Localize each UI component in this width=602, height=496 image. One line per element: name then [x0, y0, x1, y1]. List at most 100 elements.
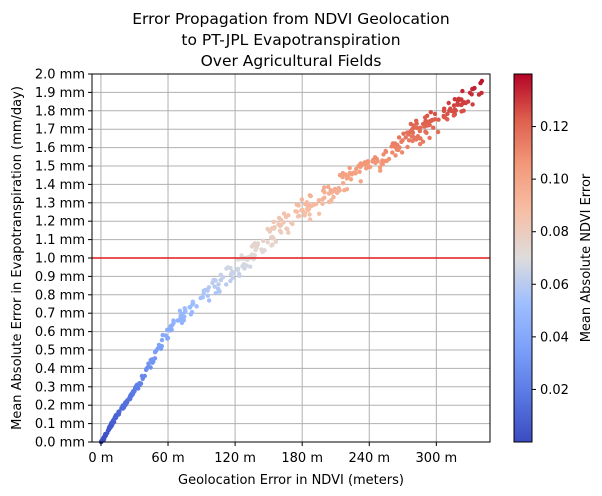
data-point: [271, 219, 276, 225]
data-point: [166, 328, 172, 333]
data-point: [217, 289, 222, 294]
data-point: [265, 240, 270, 245]
data-point: [168, 323, 173, 329]
data-point: [322, 190, 327, 195]
data-point: [146, 361, 151, 366]
data-point: [348, 177, 354, 182]
x-tick-label: 0 m: [88, 451, 113, 466]
data-point: [159, 343, 164, 349]
data-point: [248, 264, 253, 269]
data-point: [178, 313, 183, 318]
data-point: [230, 275, 235, 280]
data-point: [458, 102, 464, 108]
data-point: [451, 103, 457, 108]
chart-title-line-2: to PT-JPL Evapotranspiration: [181, 31, 400, 49]
y-tick-label: 2.0 mm: [35, 68, 85, 83]
data-point: [381, 152, 386, 157]
data-point: [420, 139, 426, 144]
data-point: [182, 306, 187, 311]
data-point: [239, 253, 244, 258]
data-point: [159, 337, 165, 343]
data-point: [205, 293, 210, 298]
data-point: [302, 213, 307, 218]
y-tick-label: 0.0 mm: [35, 436, 85, 451]
data-point: [290, 221, 295, 227]
data-point: [265, 226, 270, 232]
data-point: [399, 150, 405, 155]
data-point: [177, 317, 182, 323]
data-point: [322, 185, 327, 190]
data-point: [284, 226, 289, 231]
data-point: [410, 138, 415, 144]
colorbar-tick-label: 0.12: [540, 120, 569, 135]
data-point: [436, 117, 441, 122]
data-point: [422, 115, 428, 120]
data-point: [441, 113, 446, 119]
data-point: [441, 108, 447, 114]
data-point: [316, 211, 322, 216]
data-point: [218, 277, 223, 283]
data-point: [408, 129, 413, 134]
data-point: [296, 203, 301, 208]
data-point: [102, 434, 107, 440]
y-tick-label: 1.8 mm: [35, 104, 85, 119]
chart-title-line-3: Over Agricultural Fields: [201, 52, 382, 70]
data-point: [390, 150, 395, 155]
data-point: [428, 110, 433, 115]
x-tick-label: 120 m: [214, 451, 256, 466]
data-point: [347, 165, 352, 171]
data-point: [213, 290, 218, 296]
data-point: [460, 88, 465, 94]
x-axis-ticks: 0 m 60 m 120 m 180 m 240 m 300 m: [88, 442, 457, 466]
data-point: [445, 111, 450, 117]
data-point: [200, 295, 205, 300]
data-point: [270, 242, 275, 247]
data-point: [277, 228, 283, 233]
colorbar-tick-label: 0.10: [540, 173, 569, 188]
data-point: [261, 238, 266, 243]
data-point: [357, 169, 362, 174]
data-point: [245, 257, 250, 263]
data-point: [281, 211, 287, 216]
data-point: [431, 125, 436, 130]
y-tick-label: 0.7 mm: [35, 307, 85, 322]
data-point: [354, 166, 359, 172]
data-point: [396, 147, 401, 153]
data-point: [120, 404, 125, 409]
colorbar-tick-label: 0.04: [540, 330, 569, 345]
data-point: [155, 346, 160, 351]
data-point: [331, 194, 336, 200]
data-point: [114, 415, 119, 420]
data-point: [373, 160, 378, 166]
data-points: [98, 78, 485, 445]
data-point: [295, 214, 301, 219]
data-point: [165, 335, 171, 341]
x-tick-label: 60 m: [151, 451, 184, 466]
data-point: [286, 230, 291, 235]
data-point: [453, 108, 458, 113]
y-tick-label: 0.9 mm: [35, 270, 85, 285]
data-point: [300, 207, 305, 213]
data-point: [187, 305, 193, 310]
data-point: [380, 158, 385, 163]
data-point: [344, 175, 350, 180]
data-point: [358, 179, 363, 184]
data-point: [393, 153, 398, 158]
data-point: [326, 199, 332, 205]
data-point: [401, 131, 406, 136]
data-point: [470, 102, 475, 107]
colorbar-tick-label: 0.06: [540, 278, 569, 293]
data-point: [322, 195, 327, 200]
data-point: [152, 350, 158, 355]
data-point: [307, 212, 312, 217]
data-point: [403, 135, 408, 140]
data-point: [259, 247, 264, 252]
data-point: [314, 201, 319, 207]
y-tick-label: 0.5 mm: [35, 344, 85, 359]
data-point: [213, 278, 218, 283]
colorbar-tick-label: 0.02: [540, 383, 569, 398]
data-point: [228, 278, 233, 284]
data-point: [399, 139, 404, 144]
data-point: [417, 141, 423, 147]
data-point: [235, 266, 241, 271]
